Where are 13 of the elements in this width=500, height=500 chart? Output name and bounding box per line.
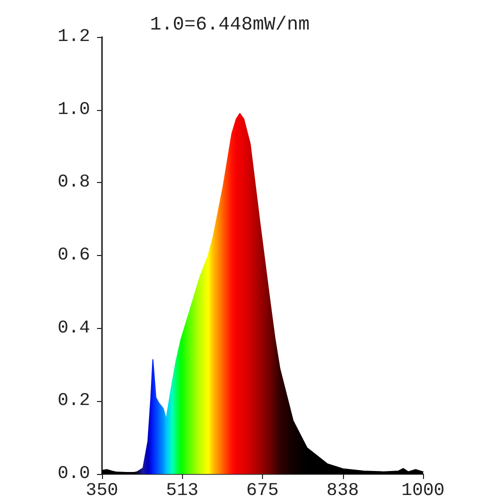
x-tick-label: 838: [326, 481, 359, 500]
y-tick-label: 0.8: [58, 172, 90, 193]
y-tick-label: 0.4: [58, 318, 90, 338]
y-tick-label: 0.2: [58, 391, 90, 412]
x-tick-label: 350: [86, 481, 118, 500]
x-tick-label: 675: [246, 481, 279, 500]
x-tick-label: 1000: [401, 481, 445, 500]
y-tick-label: 0.0: [58, 464, 90, 484]
chart-title: 1.0=6.448mW/nm: [150, 14, 310, 36]
x-tick-label: 513: [166, 481, 198, 500]
y-tick-label: 1.0: [58, 100, 90, 120]
y-tick-label: 1.2: [58, 27, 90, 47]
y-tick-label: 0.6: [58, 246, 90, 266]
